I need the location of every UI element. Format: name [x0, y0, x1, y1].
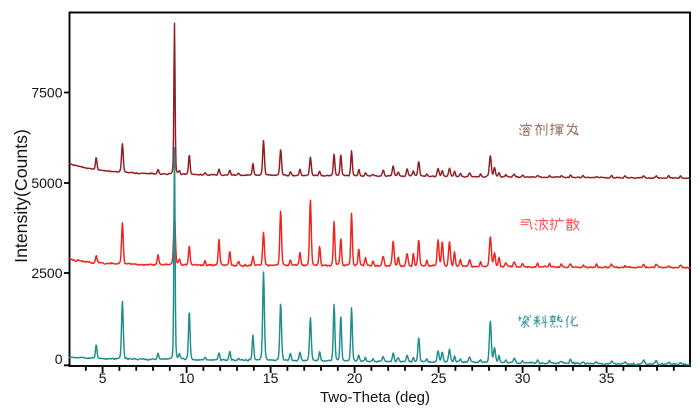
svg-text:35: 35 [599, 370, 615, 386]
svg-text:30: 30 [515, 370, 531, 386]
svg-text:2500: 2500 [31, 265, 62, 281]
svg-text:25: 25 [431, 370, 447, 386]
svg-text:0: 0 [55, 351, 63, 367]
svg-text:5: 5 [99, 370, 107, 386]
svg-text:15: 15 [263, 370, 279, 386]
svg-text:20: 20 [347, 370, 363, 386]
svg-text:10: 10 [179, 370, 195, 386]
svg-text:Intensity(Counts): Intensity(Counts) [11, 129, 31, 263]
svg-text:7500: 7500 [31, 85, 62, 101]
svg-text:Two-Theta (deg): Two-Theta (deg) [320, 389, 430, 406]
svg-text:5000: 5000 [31, 175, 62, 191]
